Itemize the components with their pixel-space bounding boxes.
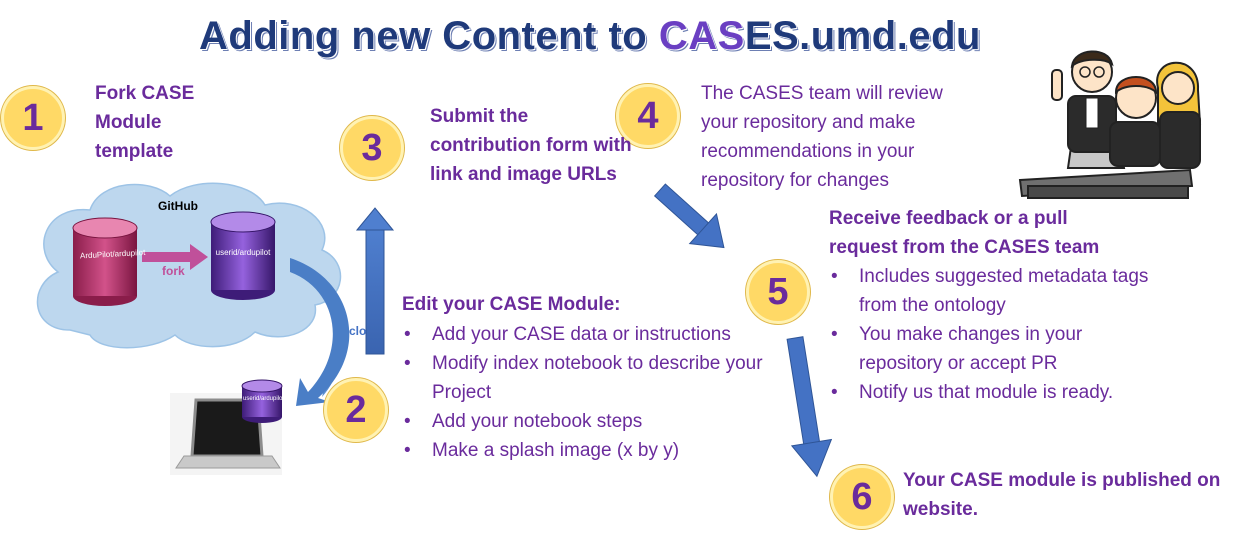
fork-label: fork [162,264,185,278]
source-repo-cylinder [72,217,138,306]
step-5-bullet: You make changes in your repository or a… [829,320,1159,378]
diagonal-arrow [653,183,725,249]
edit-module-bullet-list: Add your CASE data or instructions Modif… [402,320,792,465]
step-3-text: Submit the contribution form with link a… [430,106,632,185]
fork-repo-cylinder [210,211,276,300]
step-5-bullet: Includes suggested metadata tags from th… [829,262,1159,320]
fork-repo-label: userid/ardupilot [215,248,271,257]
edit-module-bullet: Make a splash image (x by y) [402,436,792,465]
edit-module-bullet: Add your notebook steps [402,407,792,436]
step-5-bullet-list: Includes suggested metadata tags from th… [829,262,1159,407]
clone-arrow [290,258,350,406]
step-3-badge: 3 [340,116,404,180]
step-4-badge: 4 [616,84,680,148]
title-highlight: CAS [658,14,745,58]
laptop-image [170,393,282,475]
step-6-badge: 6 [830,465,894,529]
step-1-badge: 1 [1,86,65,150]
edit-module-heading: Edit your CASE Module: [402,294,621,315]
github-label: GitHub [158,199,198,213]
up-arrow [355,207,395,355]
fork-arrow [142,244,208,270]
team-illustration [1018,50,1202,199]
title-suffix: ES.umd.edu [744,14,981,58]
step-6-text: Your CASE module is published on website… [903,470,1221,520]
step-4-text: The CASES team will review your reposito… [701,83,943,191]
step-5-badge: 5 [746,260,810,324]
step-5-bullet: Notify us that module is ready. [829,378,1159,407]
page-title: Adding new Content to CASES.umd.edu [0,14,1180,59]
step-5-heading: Receive feedback or a pull request from … [829,208,1100,258]
edit-module-bullet: Modify index notebook to describe your P… [402,349,792,407]
clone-label: clo [349,324,367,338]
laptop-repo-label: userid/ardupilot [243,396,285,402]
title-prefix: Adding new Content to [199,14,659,58]
down-arrow [786,336,833,478]
step-1-text: Fork CASE Module template [95,83,195,162]
laptop-repo-cylinder [241,379,283,423]
step-2-badge: 2 [324,378,388,442]
edit-module-bullet: Add your CASE data or instructions [402,320,792,349]
